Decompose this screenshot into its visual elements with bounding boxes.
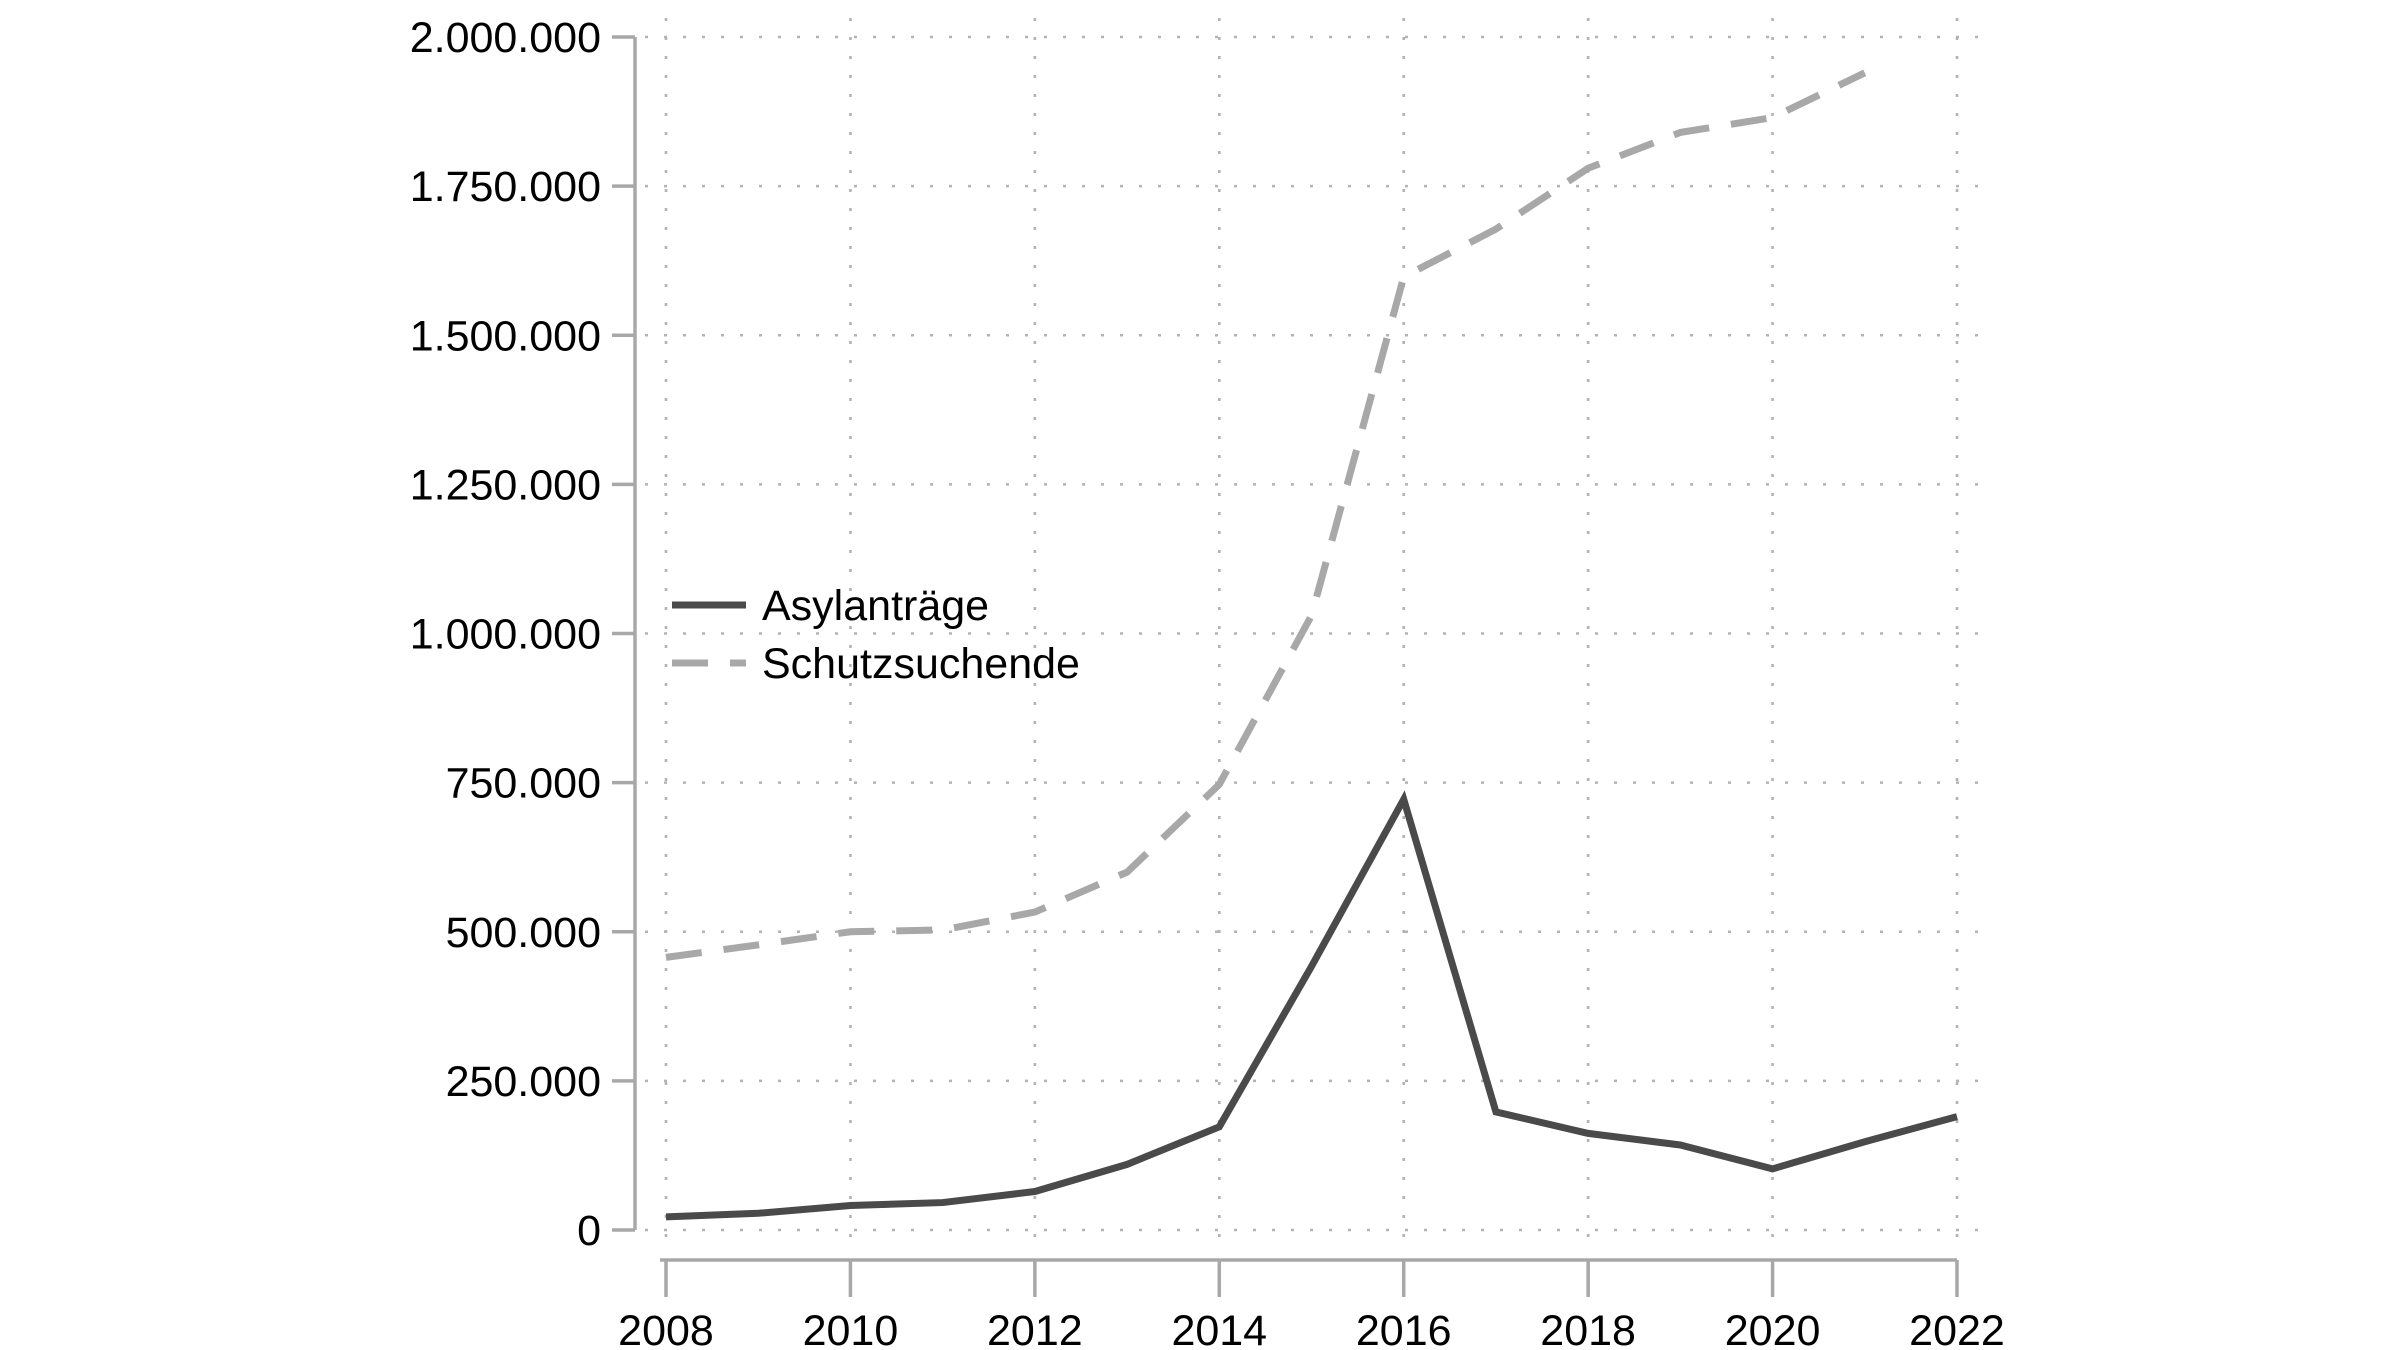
y-tick-label: 250.000: [446, 1058, 601, 1106]
x-tick-label: 2018: [1540, 1307, 1636, 1350]
gridlines: [645, 18, 1983, 1250]
y-tick-label: 750.000: [446, 760, 601, 808]
x-tick-label: 2008: [618, 1307, 714, 1350]
y-tick-label: 1.250.000: [410, 461, 601, 509]
y-tick-label: 1.500.000: [410, 312, 601, 360]
legend-item: Asylanträge: [672, 582, 989, 630]
x-tick-label: 2022: [1909, 1307, 2005, 1350]
y-axis: 0 250.000 500.000 750.000 1.000.000 1.250.000…: [410, 14, 637, 1255]
x-tick-label: 2014: [1171, 1307, 1267, 1350]
x-tick-label: 2020: [1725, 1307, 1821, 1350]
legend-label: Schutzsuchende: [762, 640, 1080, 688]
x-tick-label: 2016: [1356, 1307, 1452, 1350]
y-tick-label: 0: [577, 1207, 601, 1255]
legend: Asylanträge Schutzsuchende: [672, 582, 1080, 688]
series-line-asylantraege: [665, 790, 1958, 1221]
legend-label: Asylanträge: [762, 582, 989, 630]
y-tick-label: 500.000: [446, 909, 601, 957]
legend-item: Schutzsuchende: [672, 640, 1080, 688]
x-tick-label: 2010: [803, 1307, 899, 1350]
x-axis: 2008 2010 2012 2014 2016 2018 2020 2022: [618, 1258, 2005, 1350]
y-tick-label: 1.750.000: [410, 163, 601, 211]
y-tick-label: 1.000.000: [410, 611, 601, 659]
x-tick-label: 2012: [987, 1307, 1083, 1350]
y-tick-label: 2.000.000: [410, 14, 601, 62]
series-line-schutzsuchende: [665, 69, 1867, 961]
